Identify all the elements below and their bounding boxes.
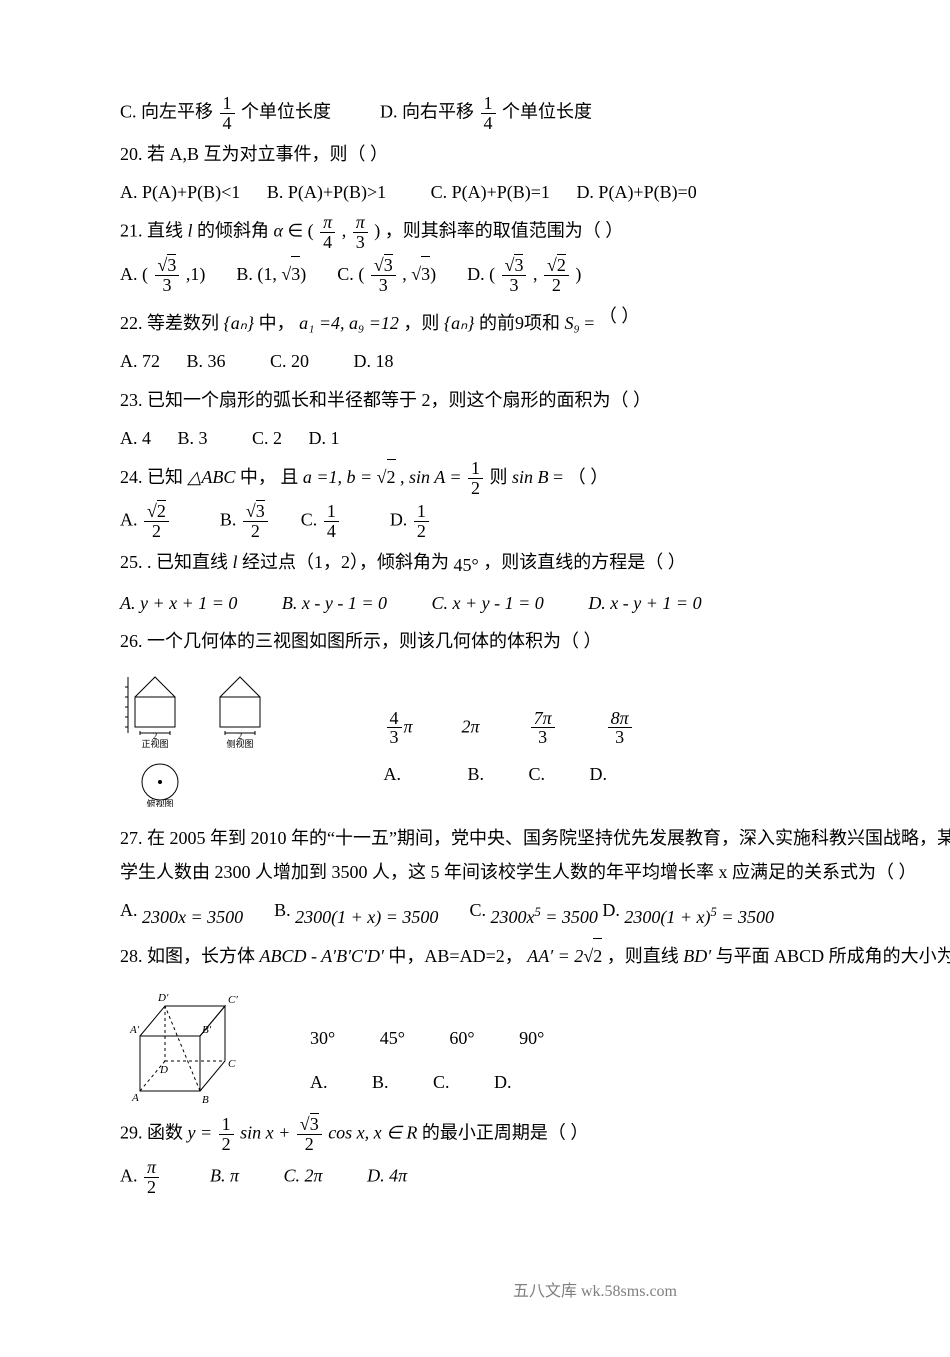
q21-D: D. (467, 264, 489, 284)
q26-D: D. (590, 764, 608, 784)
q19-D-frac: 1 4 (481, 94, 496, 133)
svg-text:A: A (131, 1092, 139, 1104)
q21-C: C. (337, 264, 358, 284)
q26-three-views: 正视图 侧视图 俯视图 2 2 (120, 667, 310, 807)
q26-option-values: 43π 2π 7π3 8π3 (340, 709, 634, 748)
q24-D: D. (390, 510, 412, 530)
q26-stem: 26. 一个几何体的三视图如图所示，则该几何体的体积为（ ） (120, 624, 950, 658)
q23-A: A. 4 (120, 428, 151, 448)
svg-text:A′: A′ (129, 1024, 140, 1036)
q26-option-labels: A. B. C. D. (340, 757, 634, 791)
svg-text:俯视图: 俯视图 (146, 798, 173, 807)
q20-B: B. P(A)+P(B)>1 (267, 182, 386, 202)
q23-B: B. 3 (178, 428, 208, 448)
q23-stem: 23. 已知一个扇形的弧长和半径都等于 2，则这个扇形的面积为（ ） (120, 383, 950, 417)
q27-D-lbl: D. (602, 900, 620, 920)
q20-options: A. P(A)+P(B)<1 B. P(A)+P(B)>1 C. P(A)+P(… (120, 175, 950, 209)
q29-B: B. π (210, 1166, 239, 1186)
q19-C-post: 个单位长度 (241, 102, 331, 122)
q25-A: A. y + x + 1 = 0 (120, 593, 237, 613)
svg-text:D′: D′ (157, 992, 169, 1004)
q23-options: A. 4 B. 3 C. 2 D. 1 (120, 421, 950, 455)
q27-C-lbl: C. (469, 900, 486, 920)
q22-D: D. 18 (354, 351, 394, 371)
q19-C-pre: C. 向左平移 (120, 102, 213, 122)
q28-option-values: 30° 45° 60° 90° (310, 1021, 544, 1055)
q22-A: A. 72 (120, 351, 160, 371)
q24-C: C. (301, 510, 322, 530)
q25-C: C. x + y - 1 = 0 (432, 593, 544, 613)
q22-options: A. 72 B. 36 C. 20 D. 18 (120, 344, 950, 378)
q28-A: A. (310, 1072, 328, 1092)
q22-B: B. 36 (187, 351, 226, 371)
q19-options: C. 向左平移 1 4 个单位长度 D. 向右平移 1 4 个单位长度 (120, 94, 950, 133)
q27-B-lbl: B. (274, 900, 291, 920)
q21-stem: 21. 直线 l 的倾斜角 α ∈ ( π4 , π3 ) ，则其斜率的取值范围… (120, 213, 950, 252)
q27-options: A. 2300x = 3500 B. 2300(1 + x) = 3500 C.… (120, 893, 950, 934)
q29-options: A. π2 B. π C. 2π D. 4π (120, 1158, 950, 1197)
q28-stem: 28. 如图，长方体 ABCD - A′B′C′D′ 中，AB=AD=2， AA… (120, 938, 950, 973)
q24-A: A. (120, 510, 142, 530)
q19-D-pre: D. 向右平移 (380, 102, 474, 122)
q26-B: B. (468, 764, 485, 784)
q19-C-frac: 1 4 (220, 94, 235, 133)
q29-C: C. 2π (284, 1166, 323, 1186)
q28-cuboid: A B C D A′ B′ C′ D′ (120, 981, 260, 1111)
q27-A: 2300x = 3500 (142, 907, 243, 927)
q23-C: C. 2 (252, 428, 282, 448)
page-footer: 五八文库 wk.58sms.com (120, 1277, 950, 1307)
q26-figure-row: 正视图 侧视图 俯视图 2 2 43π 2π 7π3 8π3 A. B. C. … (120, 667, 950, 807)
q24-B: B. (220, 510, 241, 530)
q27-B: 2300(1 + x) = 3500 (295, 907, 438, 927)
q28-D: D. (494, 1072, 512, 1092)
q25-B: B. x - y - 1 = 0 (282, 593, 387, 613)
q26-C: C. (529, 764, 546, 784)
q21-options: A. ( √3 3 ,1) B. (1, √3) C. ( √3 3 , √3)… (120, 256, 950, 295)
q27-stem: 27. 在 2005 年到 2010 年的“十一五”期间，党中央、国务院坚持优先… (120, 821, 950, 889)
svg-text:2: 2 (238, 731, 243, 741)
q20-D: D. P(A)+P(B)=0 (576, 182, 696, 202)
q28-figure-row: A B C D A′ B′ C′ D′ 30° 45° 60° 90° A. B… (120, 981, 950, 1111)
q21-A: A. (120, 264, 142, 284)
q21-l: l (188, 221, 193, 241)
q29-stem: 29. 函数 y = 12 sin x + √32 cos x, x ∈ R 的… (120, 1115, 950, 1154)
q22-stem: 22. 等差数列 {aₙ} 中， a₁ =4, a₉ =12 ，则 {aₙ} 的… (120, 299, 950, 340)
q22-C: C. 20 (270, 351, 309, 371)
q20-stem: 20. 若 A,B 互为对立事件，则（ ） (120, 137, 950, 171)
q28-B: B. (372, 1072, 389, 1092)
q28-C: C. (433, 1072, 450, 1092)
svg-text:2: 2 (153, 731, 158, 741)
q24-stem: 24. 已知 △ABC 中， 且 a =1, b = √2 , sin A = … (120, 459, 950, 498)
q28-option-labels: A. B. C. D. (310, 1065, 544, 1099)
q24-options: A. √22 B. √32 C. 14 D. 12 (120, 502, 950, 541)
svg-text:B: B (202, 1094, 209, 1106)
svg-text:D: D (159, 1064, 168, 1076)
q29-D: D. 4π (367, 1166, 407, 1186)
q27-A-lbl: A. (120, 900, 138, 920)
q20-A: A. P(A)+P(B)<1 (120, 182, 240, 202)
q19-D-post: 个单位长度 (502, 102, 592, 122)
svg-text:C′: C′ (228, 994, 238, 1006)
q25-options: A. y + x + 1 = 0 B. x - y - 1 = 0 C. x +… (120, 586, 950, 620)
q21-B: B. (236, 264, 257, 284)
q25-D: D. x - y + 1 = 0 (588, 593, 701, 613)
q29-A: A. (120, 1166, 142, 1186)
q26-A: A. (384, 764, 402, 784)
q25-stem: 25. . 已知直线 l 经过点（1，2），倾斜角为 45° ，则该直线的方程是… (120, 545, 950, 582)
q23-D: D. 1 (309, 428, 340, 448)
q20-C: C. P(A)+P(B)=1 (431, 182, 550, 202)
svg-text:C: C (228, 1058, 236, 1070)
svg-text:B′: B′ (202, 1024, 212, 1036)
